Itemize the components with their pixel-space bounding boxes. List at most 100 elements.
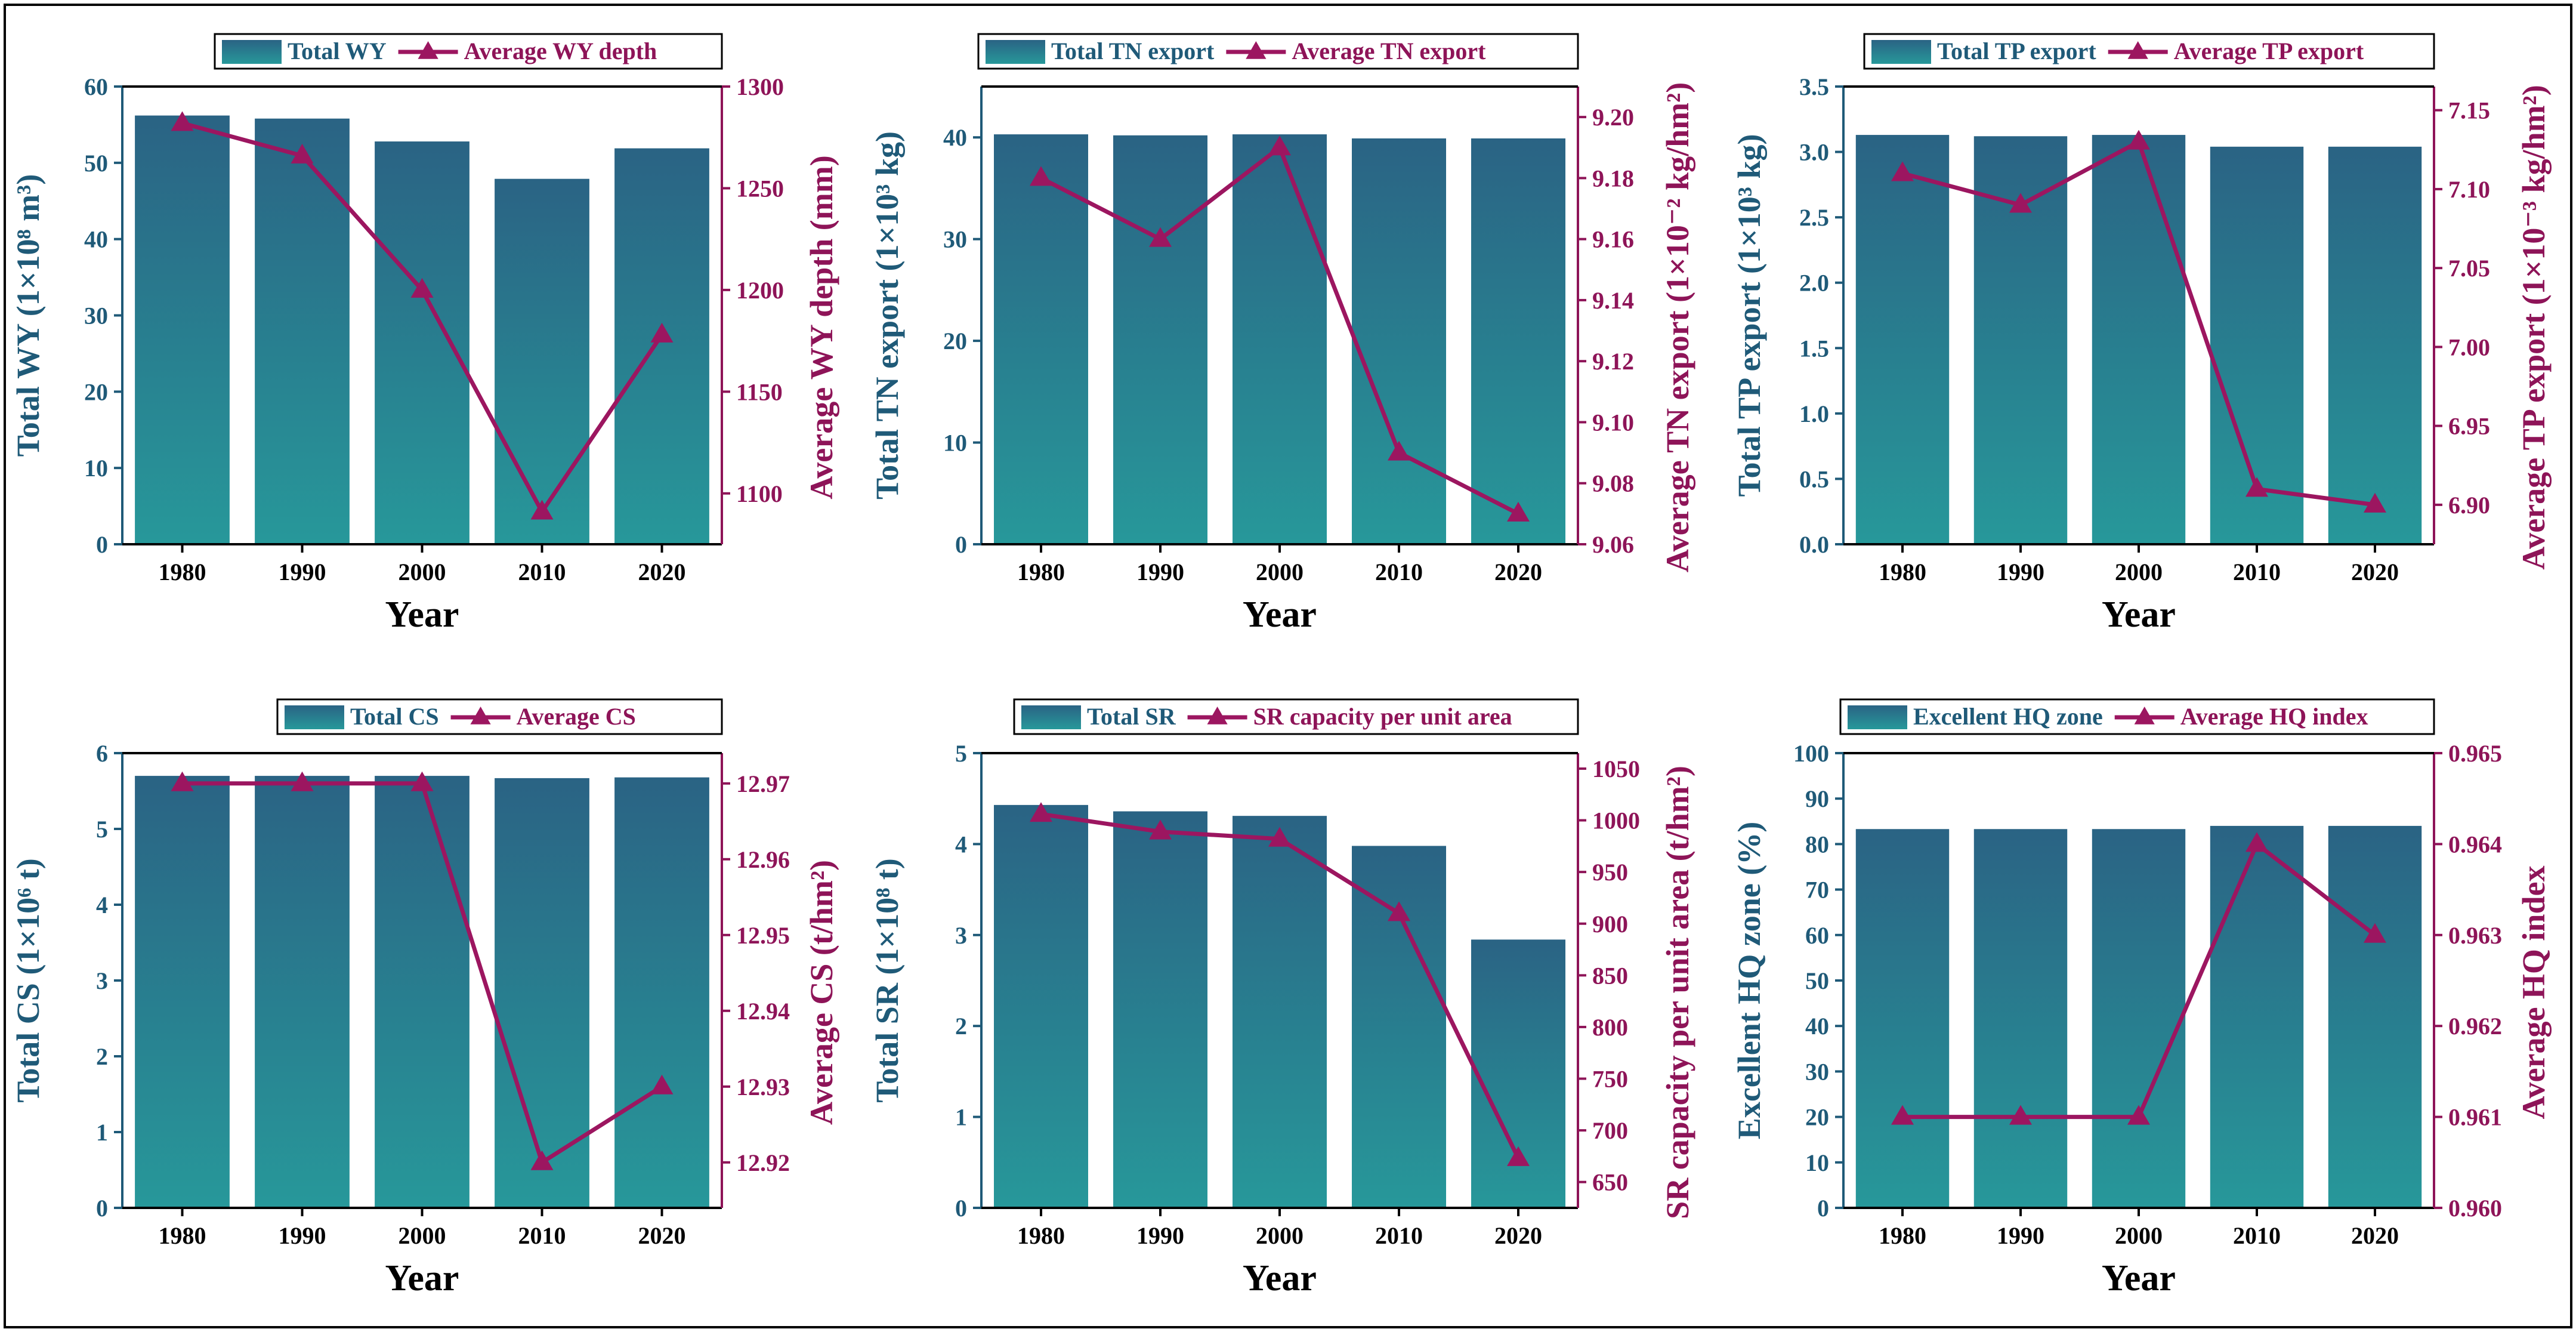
left-tick-label: 0.0 bbox=[1799, 531, 1829, 558]
right-tick-label: 9.10 bbox=[1592, 409, 1634, 436]
left-tick-label: 80 bbox=[1805, 831, 1829, 858]
legend-bar-label: Total TN export bbox=[1051, 38, 1215, 64]
x-tick-label: 2000 bbox=[399, 1222, 446, 1249]
left-axis-title: Excellent HQ zone (%) bbox=[1731, 822, 1767, 1139]
left-tick-label: 30 bbox=[1805, 1058, 1829, 1085]
right-tick-label: 1100 bbox=[736, 480, 783, 507]
legend-bar-swatch bbox=[1848, 705, 1907, 729]
legend-line-label: Average CS bbox=[517, 703, 636, 730]
line-marker-1990 bbox=[2009, 1105, 2032, 1125]
right-tick-label: 800 bbox=[1592, 1014, 1628, 1041]
left-tick-label: 1 bbox=[955, 1104, 967, 1131]
bar-1990 bbox=[1973, 829, 2068, 1208]
line-marker-2020 bbox=[1507, 1146, 1530, 1166]
right-tick-label: 12.95 bbox=[736, 922, 790, 949]
left-axis-title: Total TN export (1×10³ kg) bbox=[869, 131, 905, 500]
bar-1980 bbox=[135, 115, 230, 544]
left-tick-label: 0 bbox=[96, 1195, 108, 1222]
line-marker-2010 bbox=[530, 1150, 554, 1170]
legend-bar-label: Total TP export bbox=[1937, 38, 2096, 64]
left-tick-label: 10 bbox=[1805, 1149, 1829, 1176]
legend-marker-icon bbox=[1246, 41, 1267, 59]
line-marker-1990 bbox=[291, 771, 314, 791]
left-tick-label: 60 bbox=[1805, 922, 1829, 949]
left-tick-label: 0 bbox=[955, 531, 967, 558]
legend-marker-icon bbox=[1207, 707, 1228, 724]
right-tick-label: 7.15 bbox=[2448, 97, 2490, 124]
legend: Total WY Average WY depth bbox=[214, 33, 723, 70]
legend: Total TP export Average TP export bbox=[1863, 33, 2435, 70]
left-tick-label: 20 bbox=[1805, 1104, 1829, 1131]
left-axis-title: Total CS (1×10⁶ t) bbox=[10, 858, 46, 1102]
left-tick-label: 10 bbox=[84, 455, 108, 482]
line-marker-2000 bbox=[2127, 1105, 2150, 1125]
line-marker-1990 bbox=[1149, 819, 1172, 840]
right-tick-label: 12.96 bbox=[736, 846, 790, 873]
line-marker-2020 bbox=[650, 1074, 674, 1094]
x-tick-label: 2010 bbox=[1375, 1222, 1423, 1249]
bar-1990 bbox=[1113, 135, 1207, 544]
right-tick-label: 900 bbox=[1592, 911, 1628, 938]
chart-panel-2: 0 10 20 30 40 9.06 9.08 9.10 9.12 9.14 9.16 9.18 9.2… bbox=[869, 33, 1695, 635]
x-tick-label: 2010 bbox=[2233, 559, 2281, 585]
left-tick-label: 0 bbox=[96, 531, 108, 558]
x-axis-title: Year bbox=[2102, 1258, 2176, 1299]
right-tick-label: 1050 bbox=[1592, 756, 1640, 782]
x-tick-label: 2000 bbox=[2115, 1222, 2163, 1249]
bar-1990 bbox=[255, 776, 350, 1208]
legend-bar-swatch bbox=[986, 40, 1045, 64]
right-tick-label: 1300 bbox=[736, 73, 784, 100]
right-axis-title: SR capacity per unit area (t/hm²) bbox=[1660, 766, 1695, 1219]
bar-2010 bbox=[495, 778, 589, 1208]
right-tick-label: 6.95 bbox=[2448, 413, 2490, 440]
x-tick-label: 2010 bbox=[2233, 1222, 2281, 1249]
x-tick-label: 2020 bbox=[1494, 559, 1542, 585]
bar-2000 bbox=[375, 776, 470, 1208]
right-tick-label: 12.92 bbox=[736, 1149, 790, 1176]
bar-2020 bbox=[614, 777, 709, 1208]
bar-1980 bbox=[994, 134, 1088, 544]
legend-bar-swatch bbox=[1871, 40, 1931, 64]
right-tick-label: 9.18 bbox=[1592, 165, 1634, 192]
line-marker-1980 bbox=[1030, 802, 1052, 822]
legend: Total CS Average CS bbox=[276, 698, 723, 735]
left-tick-label: 40 bbox=[84, 226, 108, 253]
line-marker-2010 bbox=[1388, 440, 1410, 461]
right-axis-title: Average WY depth (mm) bbox=[804, 155, 839, 499]
right-tick-label: 7.05 bbox=[2448, 255, 2490, 282]
line-marker-2010 bbox=[2245, 477, 2268, 497]
bar-series bbox=[1855, 825, 2422, 1208]
bar-1980 bbox=[1855, 829, 1950, 1208]
bar-series bbox=[135, 115, 709, 545]
bar-1980 bbox=[994, 804, 1088, 1208]
left-tick-label: 30 bbox=[84, 303, 108, 329]
left-tick-label: 20 bbox=[84, 378, 108, 405]
x-tick-label: 2020 bbox=[2351, 559, 2399, 585]
x-tick-label: 1980 bbox=[1879, 1222, 1926, 1249]
line-marker-2000 bbox=[410, 278, 434, 298]
legend-bar-label: Excellent HQ zone bbox=[1913, 703, 2103, 730]
legend-bar-label: Total CS bbox=[350, 703, 439, 730]
bar-2020 bbox=[614, 148, 709, 545]
x-tick-label: 1990 bbox=[1997, 1222, 2044, 1249]
line-marker-1980 bbox=[1891, 161, 1914, 181]
chart-panel-5: 0 1 2 3 4 5 650 700 750 800 850 900 950 1000 1050 1980 1… bbox=[869, 698, 1695, 1299]
x-axis-title: Year bbox=[2102, 594, 2176, 635]
right-tick-label: 6.90 bbox=[2448, 492, 2490, 519]
left-tick-label: 4 bbox=[955, 831, 967, 858]
left-tick-label: 90 bbox=[1805, 785, 1829, 812]
right-tick-label: 9.06 bbox=[1592, 531, 1634, 558]
right-tick-label: 1200 bbox=[736, 277, 784, 304]
right-tick-label: 0.965 bbox=[2448, 740, 2502, 767]
line-marker-2000 bbox=[1268, 135, 1291, 156]
right-tick-label: 9.16 bbox=[1592, 226, 1634, 253]
chart-panel-1: 0 10 20 30 40 50 60 1100 1150 1200 1250 1300 1980 199… bbox=[10, 33, 839, 635]
right-tick-label: 12.93 bbox=[736, 1074, 790, 1100]
bar-1990 bbox=[255, 118, 350, 544]
legend-line-label: Average HQ index bbox=[2180, 703, 2368, 730]
line-marker-1990 bbox=[1149, 227, 1172, 247]
left-tick-label: 50 bbox=[84, 150, 108, 177]
legend: Total TN export Average TN export bbox=[977, 33, 1579, 70]
x-tick-label: 2000 bbox=[399, 559, 446, 585]
left-tick-label: 50 bbox=[1805, 967, 1829, 994]
